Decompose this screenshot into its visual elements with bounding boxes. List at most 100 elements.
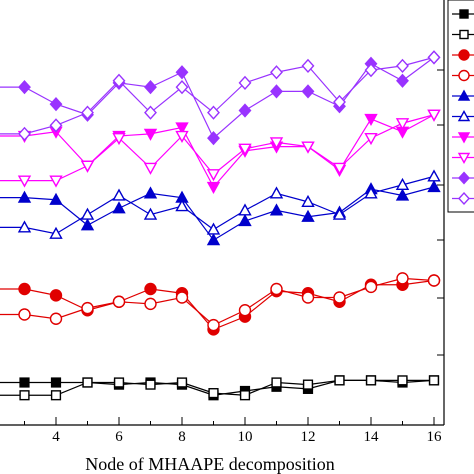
data-point bbox=[112, 133, 126, 146]
data-point bbox=[365, 375, 377, 386]
x-tick-label: 16 bbox=[427, 429, 443, 445]
data-point bbox=[49, 192, 63, 205]
data-point bbox=[396, 73, 409, 88]
series-line bbox=[0, 186, 435, 241]
x-tick-label: 4 bbox=[52, 429, 60, 445]
data-point bbox=[270, 65, 283, 80]
data-point bbox=[364, 113, 378, 126]
data-point bbox=[457, 89, 471, 101]
data-point bbox=[206, 222, 221, 235]
data-point bbox=[18, 282, 31, 296]
data-point bbox=[206, 233, 221, 246]
data-point bbox=[112, 188, 126, 201]
data-point bbox=[397, 375, 408, 386]
series-5 bbox=[0, 180, 441, 246]
data-point bbox=[206, 169, 221, 182]
data-point bbox=[49, 226, 63, 239]
data-point bbox=[427, 274, 441, 287]
data-point bbox=[18, 308, 31, 321]
data-point bbox=[175, 65, 189, 80]
data-point bbox=[457, 110, 471, 122]
data-point bbox=[427, 50, 441, 65]
x-tick-label: 8 bbox=[178, 429, 186, 445]
data-point bbox=[144, 297, 157, 311]
data-point bbox=[270, 282, 283, 296]
data-point bbox=[49, 289, 63, 302]
data-point bbox=[395, 118, 410, 131]
data-point bbox=[143, 207, 158, 220]
data-point bbox=[112, 201, 126, 214]
x-ticks: 4 6 8 10 12 14 16 bbox=[24, 417, 443, 445]
data-point bbox=[427, 180, 441, 193]
data-point bbox=[207, 105, 220, 120]
data-point bbox=[301, 58, 315, 73]
series-line bbox=[0, 277, 435, 326]
data-point bbox=[238, 103, 252, 118]
data-point bbox=[112, 73, 126, 88]
data-point bbox=[238, 75, 252, 90]
data-point bbox=[81, 301, 94, 315]
data-point bbox=[427, 169, 441, 182]
data-point bbox=[238, 203, 252, 216]
x-axis-label: Node of MHAAPE decomposition bbox=[85, 454, 334, 474]
data-point bbox=[50, 390, 62, 401]
data-point bbox=[457, 152, 471, 164]
data-point bbox=[364, 133, 378, 146]
data-point bbox=[457, 132, 471, 144]
data-point bbox=[17, 220, 32, 233]
data-point bbox=[143, 128, 158, 141]
data-point bbox=[18, 126, 31, 141]
data-point bbox=[333, 291, 346, 304]
data-point bbox=[175, 199, 189, 212]
series-line bbox=[0, 114, 435, 189]
data-point bbox=[334, 375, 345, 386]
data-point bbox=[238, 143, 252, 156]
x-tick-label: 10 bbox=[238, 429, 253, 445]
data-point bbox=[144, 80, 157, 95]
data-point bbox=[144, 282, 157, 296]
data-point bbox=[17, 175, 32, 188]
data-point bbox=[113, 377, 125, 388]
data-point bbox=[144, 105, 157, 120]
data-point bbox=[364, 186, 378, 199]
data-point bbox=[301, 84, 315, 99]
data-point bbox=[176, 377, 188, 388]
data-point bbox=[269, 186, 284, 199]
data-point bbox=[270, 84, 283, 99]
data-point bbox=[49, 97, 63, 112]
x-tick-label: 6 bbox=[115, 429, 123, 445]
data-point bbox=[333, 94, 346, 110]
data-point bbox=[49, 312, 63, 325]
data-point bbox=[175, 122, 189, 135]
series-layer bbox=[0, 50, 441, 401]
data-point bbox=[428, 375, 440, 386]
data-point bbox=[396, 58, 409, 73]
data-point bbox=[143, 186, 158, 199]
data-point bbox=[332, 162, 347, 175]
legend bbox=[447, 0, 474, 213]
data-point bbox=[81, 105, 94, 120]
series-8 bbox=[0, 109, 441, 188]
data-point bbox=[80, 160, 95, 173]
data-point bbox=[175, 130, 189, 143]
data-point bbox=[82, 377, 93, 388]
data-point bbox=[302, 379, 314, 390]
series-line bbox=[0, 175, 435, 235]
data-point bbox=[175, 80, 189, 95]
data-point bbox=[80, 207, 95, 220]
data-point bbox=[17, 190, 32, 203]
data-point bbox=[395, 188, 410, 201]
data-point bbox=[207, 318, 220, 332]
x-tick-label: 14 bbox=[364, 429, 380, 445]
series-4 bbox=[0, 272, 441, 332]
data-point bbox=[238, 214, 252, 227]
data-point bbox=[332, 207, 347, 220]
series-line bbox=[0, 56, 435, 140]
data-point bbox=[301, 141, 315, 154]
data-point bbox=[459, 29, 469, 40]
data-point bbox=[18, 80, 31, 95]
data-point bbox=[301, 194, 315, 207]
data-point bbox=[269, 137, 284, 150]
series-9 bbox=[0, 50, 441, 146]
